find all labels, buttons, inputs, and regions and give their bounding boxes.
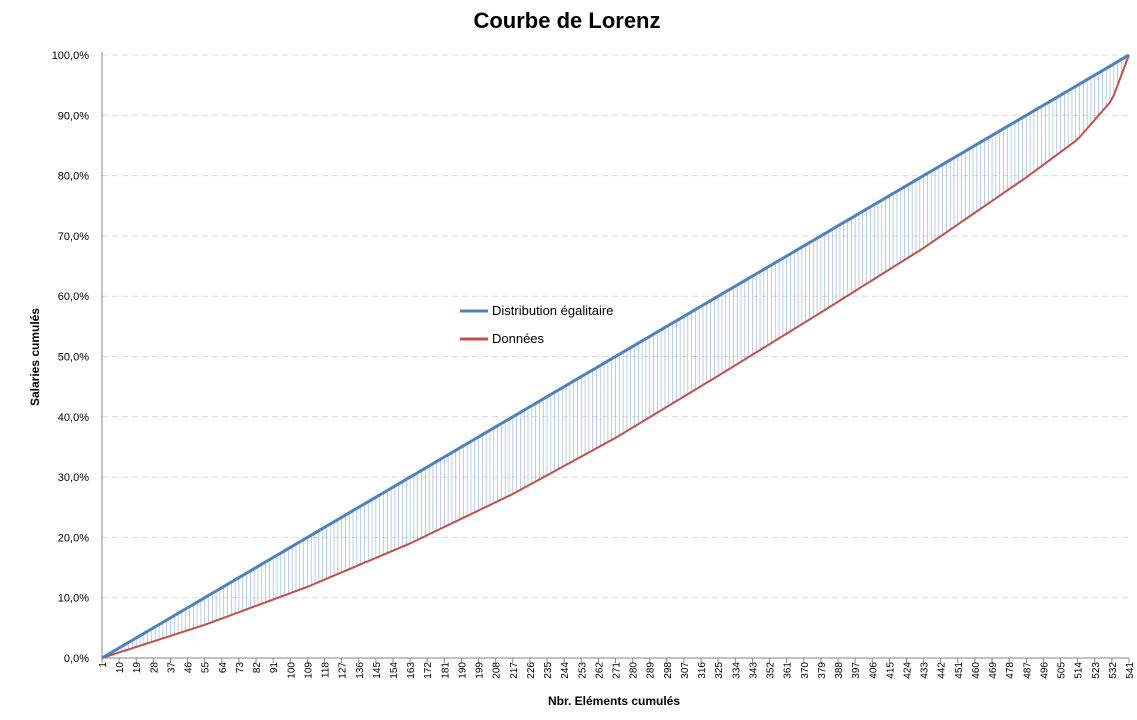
series-line-donnees <box>101 54 1130 659</box>
series-line-distribution <box>101 53 1130 660</box>
y-tick-label: 30,0% <box>58 472 89 484</box>
x-tick-label: 433 <box>920 662 931 679</box>
x-tick-label: 199 <box>475 662 486 679</box>
x-tick-label: 298 <box>663 662 674 679</box>
x-tick-label: 154 <box>389 662 400 679</box>
x-axis-title: Nbr. Eléments cumulés <box>548 694 680 708</box>
y-axis-title: Salaries cumulés <box>28 308 42 406</box>
chart-title: Courbe de Lorenz <box>473 8 660 33</box>
x-tick-label: 46 <box>184 662 195 674</box>
x-tick-label: 307 <box>680 662 691 679</box>
x-tick-label: 235 <box>543 662 554 679</box>
x-tick-label: 370 <box>800 662 811 679</box>
x-tick-label: 280 <box>629 662 640 679</box>
x-tick-label: 451 <box>954 662 965 679</box>
x-tick-label: 253 <box>577 662 588 679</box>
x-tick-label: 82 <box>252 662 263 674</box>
gridlines: 0,0% 10,0% 20,0% 30,0% 40,0% 50,0% 60,0% 70,0% 8… <box>52 50 1129 665</box>
x-tick-label: 37 <box>166 662 177 674</box>
legend-label-donnees: Données <box>492 331 545 346</box>
x-tick-label: 415 <box>885 662 896 679</box>
hi-lo-lines <box>105 57 1126 657</box>
x-tick-label: 397 <box>851 662 862 679</box>
x-tick-label: 181 <box>440 662 451 679</box>
x-tick-label: 514 <box>1074 662 1085 679</box>
axes: 1 10 19 28 37 46 55 64 73 82 91 100 109 118 127 136 145 1… <box>98 52 1136 679</box>
x-tick-label: 487 <box>1022 662 1033 679</box>
x-tick-label: 541 <box>1125 662 1136 679</box>
x-tick-label: 325 <box>714 662 725 679</box>
y-tick-label: 80,0% <box>58 171 89 183</box>
x-tick-label: 244 <box>560 662 571 679</box>
x-tick-label: 424 <box>902 662 913 679</box>
x-tick-label: 118 <box>321 662 332 678</box>
x-tick-label: 343 <box>748 662 759 679</box>
x-tick-label: 145 <box>372 662 383 679</box>
x-tick-label: 388 <box>834 662 845 679</box>
legend-label-distribution: Distribution égalitaire <box>492 303 613 318</box>
x-tick-label: 163 <box>406 662 417 679</box>
x-tick-label: 55 <box>201 662 212 674</box>
y-tick-label: 10,0% <box>58 593 89 605</box>
x-tick-label: 1 <box>98 662 109 668</box>
x-tick-label: 190 <box>457 662 468 679</box>
legend: Distribution égalitaire Données <box>460 303 613 346</box>
y-tick-label: 40,0% <box>58 412 89 424</box>
y-tick-label: 90,0% <box>58 110 89 122</box>
y-tick-label: 100,0% <box>52 50 90 62</box>
x-tick-label: 361 <box>783 662 794 679</box>
x-tick-label: 109 <box>303 662 314 679</box>
x-tick-label: 127 <box>338 662 349 679</box>
x-tick-label: 496 <box>1039 662 1050 679</box>
x-tick-label: 352 <box>766 662 777 679</box>
x-tick-label: 100 <box>286 662 297 679</box>
y-tick-label: 20,0% <box>58 532 89 544</box>
x-tick-label: 10 <box>115 662 126 674</box>
x-tick-label: 505 <box>1057 662 1068 679</box>
y-tick-label: 0,0% <box>64 653 89 665</box>
x-tick-label: 262 <box>594 662 605 679</box>
x-tick-label: 316 <box>697 662 708 679</box>
x-tick-label: 379 <box>817 662 828 679</box>
y-tick-label: 50,0% <box>58 352 89 364</box>
x-tick-label: 136 <box>355 662 366 679</box>
x-tick-label: 28 <box>149 662 160 674</box>
x-tick-label: 469 <box>988 662 999 679</box>
x-tick-label: 208 <box>492 662 503 679</box>
x-tick-label: 271 <box>612 662 623 679</box>
x-tick-label: 19 <box>132 662 143 674</box>
x-tick-label: 478 <box>1005 662 1016 679</box>
x-tick-label: 217 <box>509 662 520 679</box>
y-tick-label: 70,0% <box>58 231 89 243</box>
y-tick-label: 60,0% <box>58 291 89 303</box>
x-tick-label: 172 <box>423 662 434 679</box>
x-tick-label: 442 <box>937 662 948 679</box>
x-tick-label: 226 <box>526 662 537 679</box>
x-tick-label: 523 <box>1091 662 1102 679</box>
x-tick-label: 91 <box>269 662 280 674</box>
x-tick-label: 460 <box>971 662 982 679</box>
x-tick-label: 406 <box>868 662 879 679</box>
x-tick-label: 73 <box>235 662 246 674</box>
x-tick-label: 289 <box>646 662 657 679</box>
x-tick-label: 64 <box>218 662 229 674</box>
x-tick-label: 532 <box>1108 662 1119 679</box>
series-lines <box>101 53 1130 660</box>
x-tick-label: 334 <box>731 662 742 679</box>
